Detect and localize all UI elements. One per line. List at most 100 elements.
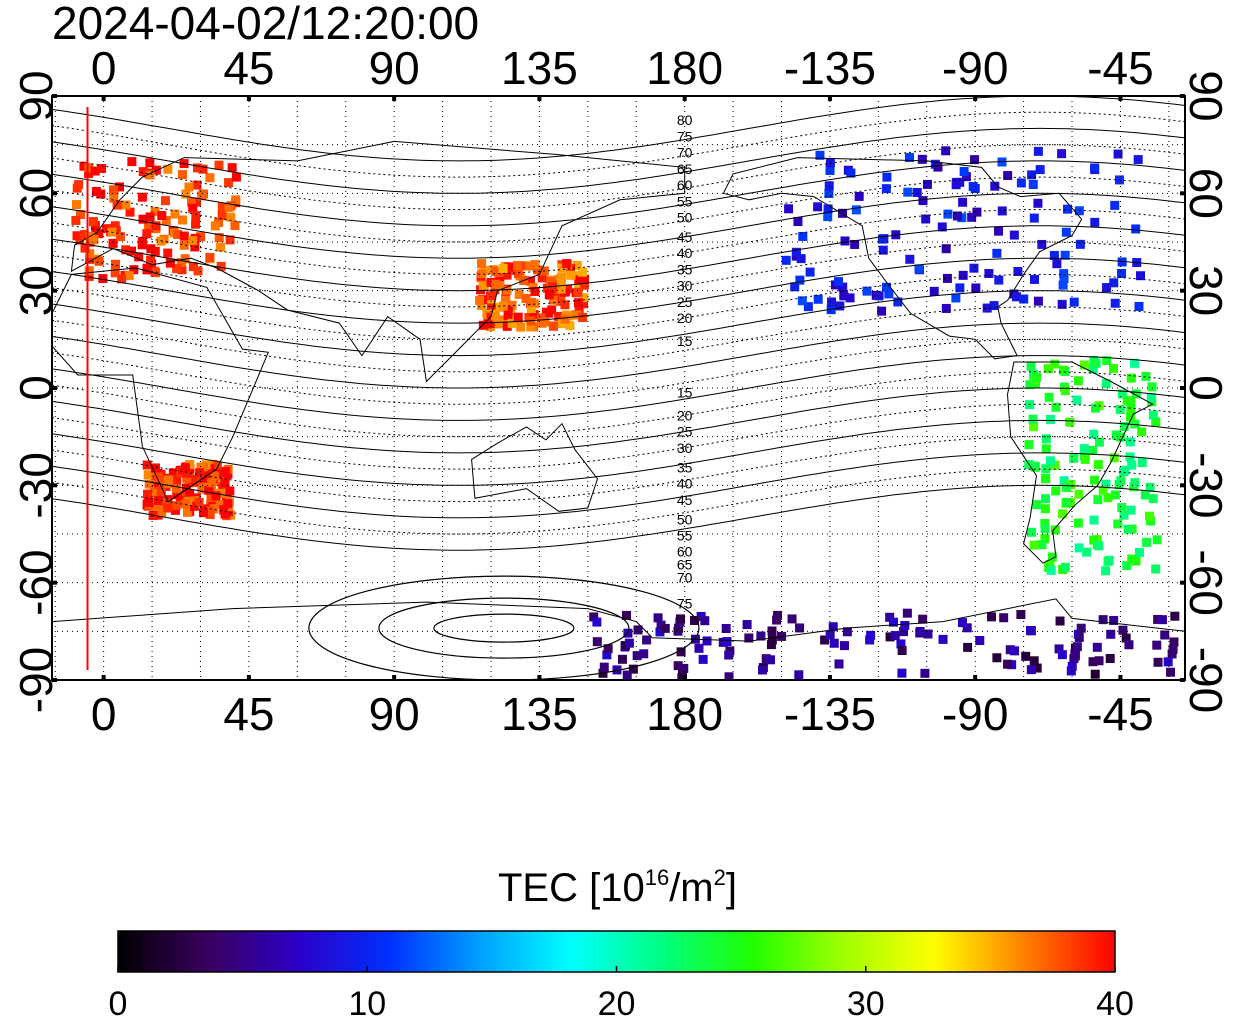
tec-cell — [231, 195, 241, 205]
tec-cell — [171, 484, 181, 494]
tec-cell — [1110, 298, 1120, 308]
tec-cell — [1044, 392, 1054, 402]
tec-cell — [797, 296, 807, 306]
tec-cell — [76, 210, 86, 220]
tec-cell — [207, 478, 217, 488]
tec-cell — [163, 248, 173, 258]
contour-label: 50 — [677, 511, 693, 527]
tec-cell — [599, 662, 609, 672]
tec-cell — [1142, 537, 1152, 547]
tec-cell — [1069, 297, 1079, 307]
tec-cell — [828, 622, 838, 632]
tec-cell — [1059, 476, 1069, 486]
tec-cell — [1090, 669, 1100, 679]
tec-cell — [1024, 440, 1034, 450]
tec-cell — [187, 197, 197, 207]
tec-cell — [516, 322, 526, 332]
tec-cell — [660, 623, 670, 633]
contour-line — [52, 338, 1185, 405]
tec-cell — [1076, 623, 1086, 633]
tec-cell — [1130, 419, 1140, 429]
tec-cell — [1101, 479, 1111, 489]
tec-cell — [744, 633, 754, 643]
contour-line — [52, 322, 1185, 389]
tec-cell — [673, 661, 683, 671]
tec-cell — [145, 170, 155, 180]
tec-cell — [1093, 460, 1103, 470]
tec-cell — [148, 489, 158, 499]
tec-cell — [865, 635, 875, 645]
tec-cell — [1163, 657, 1173, 667]
tec-cell — [918, 196, 928, 206]
tec-cell — [184, 182, 194, 192]
tec-cell — [1029, 540, 1039, 550]
tec-cell — [851, 205, 861, 215]
tec-cell — [943, 209, 953, 219]
tec-cell — [1066, 666, 1076, 676]
tec-cell — [603, 644, 613, 654]
tec-cell — [1113, 149, 1123, 159]
tec-cell — [549, 295, 559, 305]
tec-cell — [881, 282, 891, 292]
tec-cell — [969, 263, 979, 273]
tec-cell — [937, 222, 947, 232]
contour-label: 40 — [677, 245, 693, 261]
tec-cell — [540, 317, 550, 327]
tec-cell — [766, 640, 776, 650]
tec-cell — [231, 172, 241, 182]
tec-cell — [1030, 461, 1040, 471]
tec-data-layer — [71, 146, 1180, 680]
coastline-antarctica — [52, 598, 1185, 680]
lon-tick-bottom: 0 — [91, 688, 117, 740]
tec-cell — [504, 262, 514, 272]
tec-cell — [633, 625, 643, 635]
tec-cell — [1153, 614, 1163, 624]
tec-cell — [941, 244, 951, 254]
tec-cell — [724, 650, 734, 660]
tec-cell — [905, 254, 915, 264]
tec-cell — [1089, 429, 1099, 439]
tec-region-south-america — [1024, 356, 1162, 576]
tec-cell — [1045, 456, 1055, 466]
tec-cell — [79, 230, 89, 240]
tec-cell — [899, 627, 909, 637]
tec-cell — [1025, 380, 1035, 390]
tec-cell — [813, 202, 823, 212]
contour-label: 35 — [677, 261, 693, 277]
tec-cell — [556, 280, 566, 290]
tec-cell — [724, 672, 734, 680]
tec-cell — [163, 164, 173, 174]
tec-cell — [1029, 274, 1039, 284]
contour-line — [52, 468, 1185, 535]
tec-cell — [578, 312, 588, 322]
tec-cell — [781, 255, 791, 265]
tec-cell — [177, 265, 187, 275]
tec-cell — [537, 273, 547, 283]
tec-cell — [756, 631, 766, 641]
tec-cell — [639, 649, 649, 659]
tec-cell — [1003, 171, 1013, 181]
tec-cell — [1094, 656, 1104, 666]
tec-cell — [1111, 430, 1121, 440]
tec-cell — [984, 268, 994, 278]
lon-tick-top: 135 — [501, 42, 578, 94]
tec-cell — [502, 321, 512, 331]
tec-cell — [989, 301, 999, 311]
tec-cell — [793, 217, 803, 227]
tec-cell — [1102, 356, 1112, 366]
tec-cell — [1106, 629, 1116, 639]
contour-line — [52, 436, 1185, 503]
contour-label: 35 — [677, 459, 693, 475]
tec-cell — [1044, 364, 1054, 374]
tec-cell — [145, 158, 155, 168]
tec-cell — [476, 301, 486, 311]
contour-label: 30 — [677, 440, 693, 456]
tec-region-europe — [71, 157, 241, 284]
tec-cell — [846, 168, 856, 178]
tec-cell — [71, 215, 81, 225]
tec-cell — [1141, 371, 1151, 381]
tec-cell — [220, 467, 230, 477]
tec-cell — [1029, 422, 1039, 432]
tec-cell — [1089, 535, 1099, 545]
tec-cell — [922, 179, 932, 189]
